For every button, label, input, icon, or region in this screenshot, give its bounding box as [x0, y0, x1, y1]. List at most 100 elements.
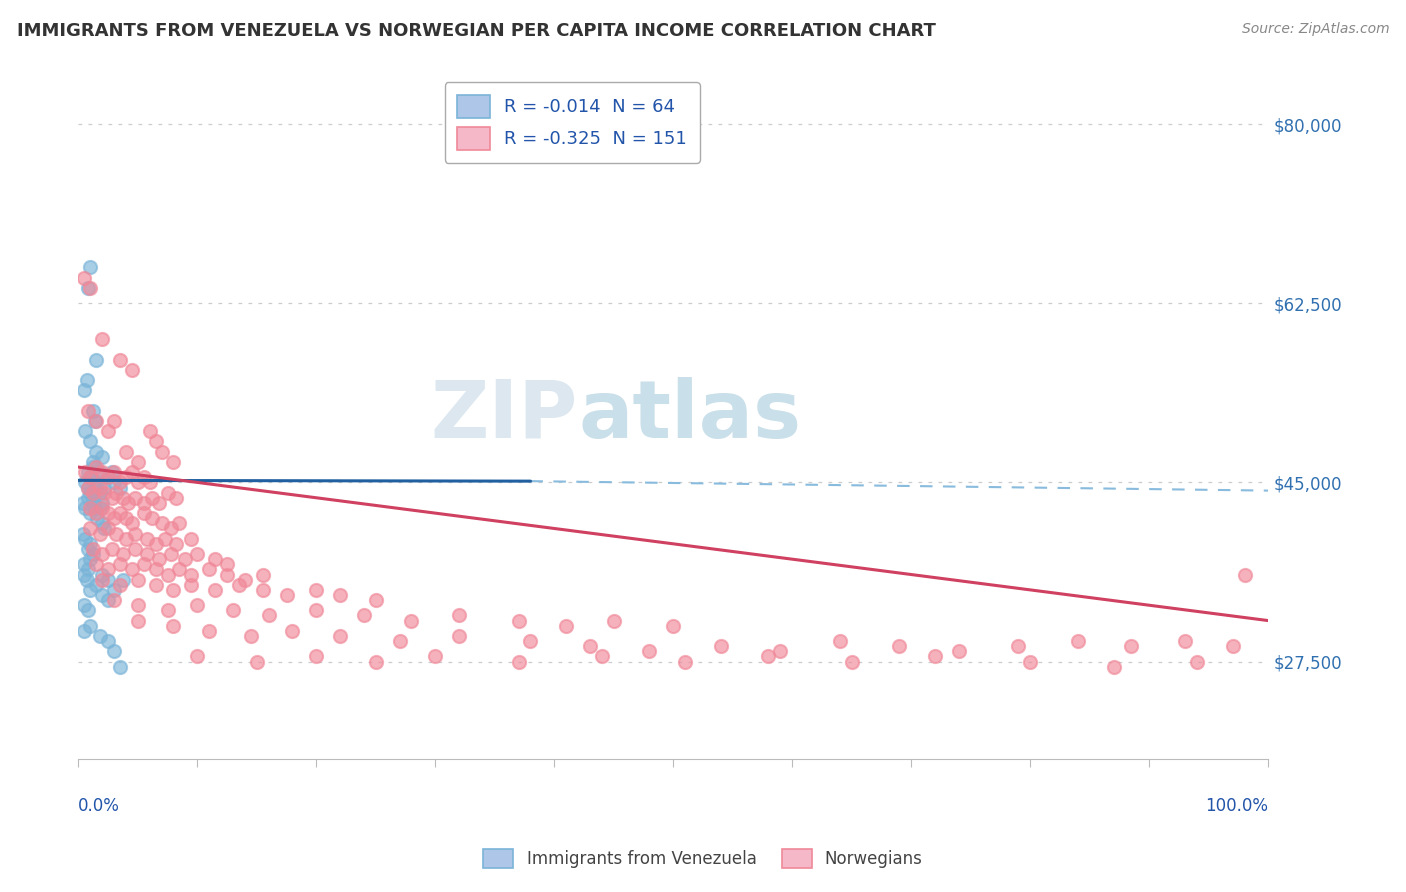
Point: [150, 516, 173, 531]
Point: [75, 532, 97, 546]
Point: [145, 434, 167, 449]
Point: [79, 618, 101, 632]
Point: [97, 593, 120, 607]
Point: [948, 644, 970, 658]
Point: [79, 582, 101, 597]
Point: [401, 614, 423, 628]
Point: [73, 624, 96, 638]
Point: [124, 526, 146, 541]
Point: [112, 547, 135, 561]
Point: [91, 332, 114, 346]
Point: [108, 481, 131, 495]
Point: [186, 547, 208, 561]
Point: [305, 649, 328, 664]
Point: [132, 470, 155, 484]
Point: [79, 485, 101, 500]
Point: [141, 491, 163, 505]
Point: [79, 434, 101, 449]
Point: [169, 562, 191, 576]
Point: [100, 465, 122, 479]
Point: [91, 496, 114, 510]
Point: [127, 475, 149, 490]
Point: [91, 465, 114, 479]
Point: [591, 649, 613, 664]
Point: [1102, 659, 1125, 673]
Point: [89, 465, 111, 479]
Point: [204, 582, 226, 597]
Point: [305, 582, 328, 597]
Point: [127, 599, 149, 613]
Point: [156, 485, 179, 500]
Point: [889, 639, 911, 653]
Point: [76, 481, 98, 495]
Point: [84, 414, 107, 428]
Point: [115, 511, 138, 525]
Point: [86, 511, 108, 525]
Point: [281, 624, 304, 638]
Point: [82, 403, 104, 417]
Point: [662, 618, 685, 632]
Point: [115, 444, 138, 458]
Point: [228, 578, 250, 592]
Point: [73, 270, 96, 285]
Point: [329, 588, 352, 602]
Point: [156, 567, 179, 582]
Point: [180, 532, 202, 546]
Point: [1121, 639, 1143, 653]
Point: [91, 547, 114, 561]
Point: [91, 450, 114, 464]
Point: [215, 558, 238, 572]
Point: [1007, 639, 1029, 653]
Point: [73, 567, 96, 582]
Point: [186, 649, 208, 664]
Point: [105, 526, 128, 541]
Point: [127, 614, 149, 628]
Point: [239, 629, 262, 643]
Point: [76, 281, 98, 295]
Point: [76, 573, 98, 587]
Point: [160, 521, 183, 535]
Point: [758, 649, 780, 664]
Point: [145, 562, 167, 576]
Point: [91, 501, 114, 516]
Point: [115, 532, 138, 546]
Point: [82, 455, 104, 469]
Point: [127, 573, 149, 587]
Point: [156, 603, 179, 617]
Point: [204, 552, 226, 566]
Point: [79, 501, 101, 516]
Point: [603, 614, 626, 628]
Point: [89, 526, 111, 541]
Point: [103, 644, 125, 658]
Point: [91, 516, 114, 531]
Point: [108, 506, 131, 520]
Point: [174, 552, 197, 566]
Point: [79, 281, 101, 295]
Point: [508, 614, 530, 628]
Point: [76, 603, 98, 617]
Point: [673, 655, 696, 669]
Point: [84, 352, 107, 367]
Point: [76, 562, 98, 576]
Point: [160, 547, 183, 561]
Point: [710, 639, 733, 653]
Point: [103, 475, 125, 490]
Point: [364, 593, 387, 607]
Point: [124, 541, 146, 556]
Text: ZIP: ZIP: [430, 377, 578, 455]
Point: [638, 644, 661, 658]
Point: [89, 485, 111, 500]
Point: [89, 501, 111, 516]
Point: [89, 481, 111, 495]
Point: [305, 603, 328, 617]
Point: [252, 567, 274, 582]
Point: [198, 624, 221, 638]
Point: [84, 558, 107, 572]
Point: [84, 460, 107, 475]
Text: 0.0%: 0.0%: [79, 797, 120, 814]
Point: [579, 639, 602, 653]
Point: [79, 506, 101, 520]
Point: [1067, 634, 1090, 648]
Point: [103, 465, 125, 479]
Point: [108, 578, 131, 592]
